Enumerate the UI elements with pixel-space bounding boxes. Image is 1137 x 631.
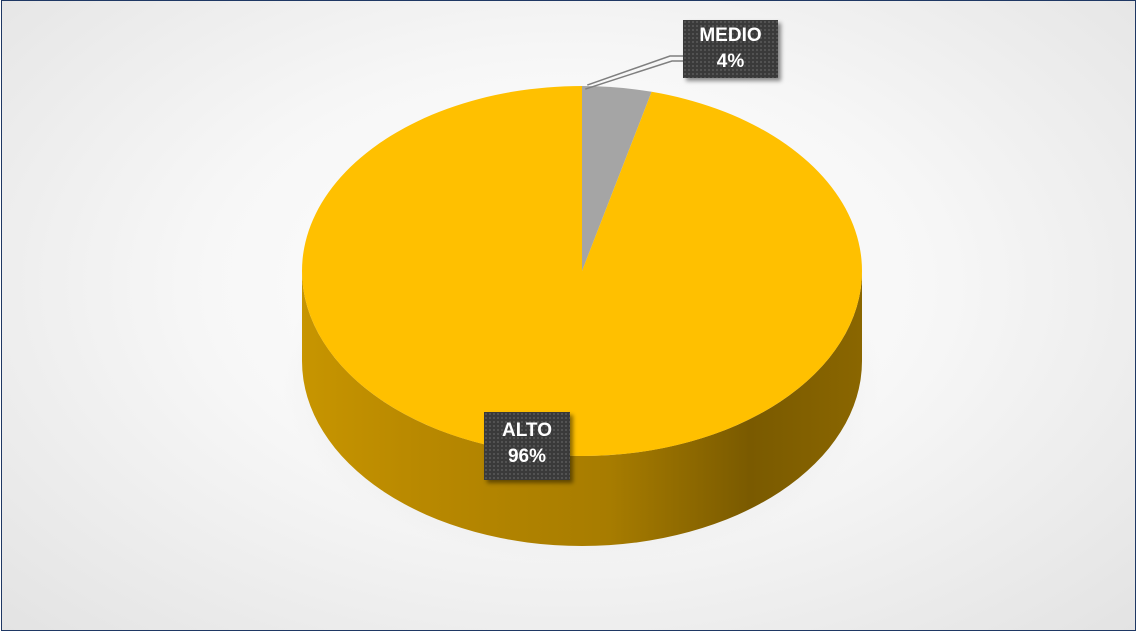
data-label-category: MEDIO: [699, 25, 762, 46]
leader-line: [585, 60, 683, 90]
leader-line: [587, 55, 683, 86]
pie-slice-medio: [582, 86, 652, 271]
data-label-medio: MEDIO 4%: [683, 20, 778, 78]
data-label-value: 4%: [716, 51, 745, 72]
data-label-value: 96%: [507, 446, 547, 467]
data-label-alto: ALTO 96%: [484, 412, 570, 480]
pie-side-wall: [302, 271, 862, 546]
data-label-category: ALTO: [502, 420, 552, 441]
pie-slice-alto: [302, 86, 863, 457]
